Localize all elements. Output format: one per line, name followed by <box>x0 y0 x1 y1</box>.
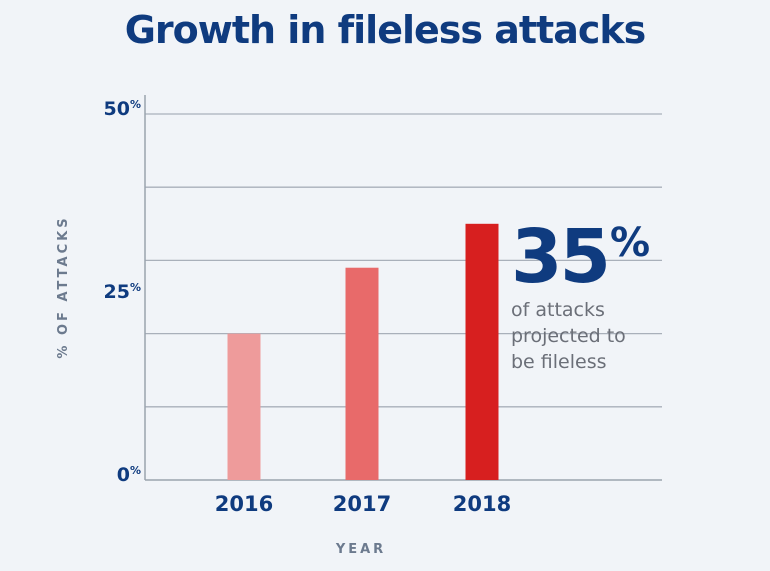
annotation-line: projected to <box>511 325 626 347</box>
annotation-number: 35% <box>511 214 650 300</box>
y-tick-label: 25% <box>104 281 141 303</box>
bars <box>227 223 499 481</box>
x-tick-label: 2018 <box>453 492 511 516</box>
annotation-line: of attacks <box>511 299 605 321</box>
bar-2017 <box>345 267 379 480</box>
x-tick-label: 2016 <box>215 492 273 516</box>
y-tick-label: 0% <box>117 464 141 486</box>
bar-2018 <box>465 223 499 481</box>
y-tick-label: 50% <box>104 98 141 120</box>
x-tick-label: 2017 <box>333 492 391 516</box>
y-axis-label: % OF ATTACKS <box>56 215 71 358</box>
chart-title: Growth in fileless attacks <box>124 8 647 52</box>
annotation-line: be fileless <box>511 351 607 373</box>
y-tick-labels: 0% 25% 50% <box>104 98 141 486</box>
bar-2016 <box>227 333 261 480</box>
x-axis-label: YEAR <box>335 542 386 557</box>
annotation-text: of attacks projected to be fileless <box>511 297 661 375</box>
x-tick-labels: 2016 2017 2018 <box>215 492 511 516</box>
